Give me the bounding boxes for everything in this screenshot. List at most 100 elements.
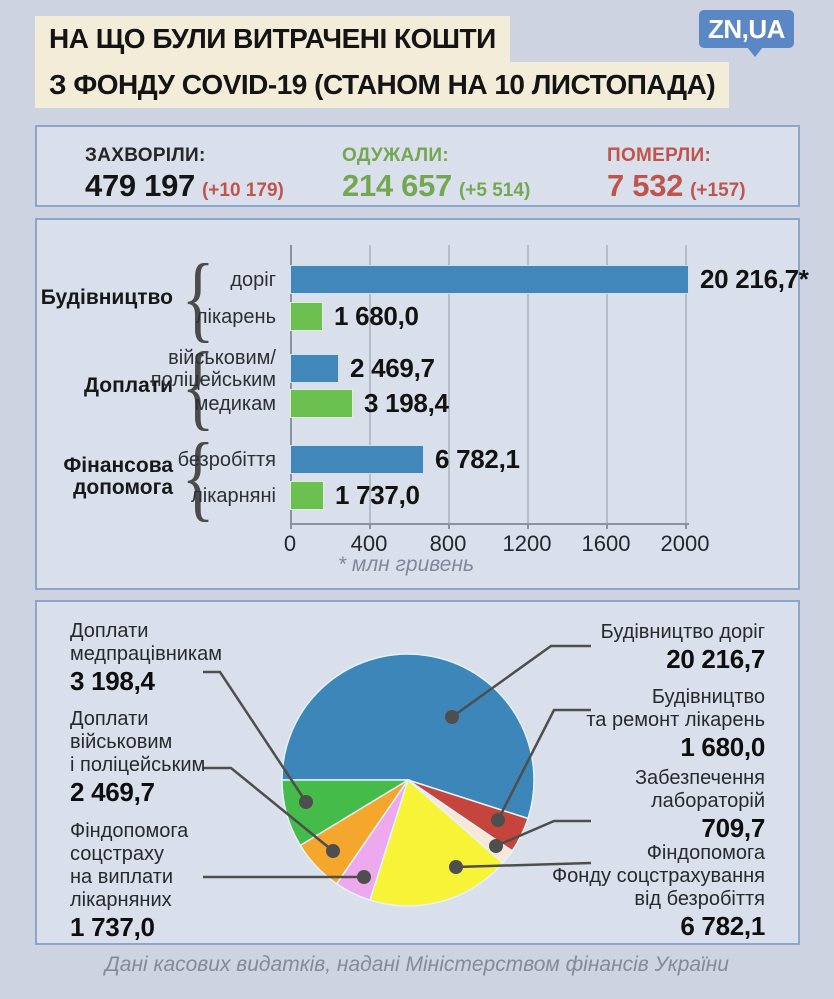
pie-callout-text-line: і поліцейським [70,754,206,776]
bar-value-label: 6 782,1 [435,444,520,474]
stat-block: ОДУЖАЛИ: 214 657 (+5 514) [342,145,530,205]
pie-callout-text-line: Будівництво доріг [600,621,765,643]
pie-callout: Забезпечення лабораторій 709,7 [635,767,765,843]
pie-callout-number: 20 216,7 [666,644,765,674]
bar-chart-unit-note: * млн гривень [337,553,475,576]
callout-dot [326,844,340,858]
axis-tick-mark [527,523,529,529]
pie-callout-number: 6 782,1 [680,911,765,941]
bar-item-label: доріг [230,269,276,291]
callout-dot [357,870,371,884]
pie-callout-number: 3 198,4 [70,666,155,696]
pie-callout-text-line: Будівництво [651,686,765,708]
stat-delta: (+5 514) [458,180,531,201]
pie-callout-text-line: Доплати [70,708,149,730]
page-title-line-1: НА ЩО БУЛИ ВИТРАЧЕНІ КОШТИ [35,16,510,62]
axis-tick-label: 0 [283,531,297,556]
stat-value-row: 7 532 (+157) [607,167,746,205]
stat-label: ОДУЖАЛИ: [342,145,449,166]
bar-value-label: 20 216,7* [700,264,809,294]
axis-tick-mark [290,523,292,529]
bar-item-label-line: медикам [194,392,276,415]
pie-callout-number: 1 680,0 [680,732,765,762]
bar-item-label: лікарень [196,306,276,328]
pie-callout: Будівництво доріг 20 216,7 [600,621,766,674]
pie-callout-text-line: від безробіття [634,888,765,910]
callout-leader-line [496,708,591,821]
callout-dot [449,860,463,874]
pie-callout: Фіндопомога соцстраху на виплати лікарняних… [70,820,188,942]
callout-dot [491,813,505,827]
bar-item-label-line: лікарень [195,305,276,328]
axis-tick-mark [369,523,371,529]
bar-group-label: Фінансова допомога [63,455,173,499]
pie-callout-text-line: військовим [70,731,173,753]
pie-slice [281,653,535,820]
bar [290,445,424,474]
bar-group-label-line: Фінансова [63,454,173,477]
bar-value-label: 1 737,0 [335,480,420,510]
pie-callout-text-line: медпрацівникам [70,643,222,665]
callout-dot [445,710,459,724]
stat-value-row: 214 657 (+5 514) [342,167,530,205]
bar-group-label: Будівництво [41,287,173,309]
pie-callout-text-line: Фіндопомога [646,842,765,864]
axis-tick-mark [448,523,450,529]
gridline [606,245,608,523]
pie-callout-text-line: Фонду соцстрахування [551,865,765,887]
bar-item-label-line: доріг [230,268,276,291]
covid-stats-panel: ЗАХВОРІЛИ: 479 197 (+10 179) ОДУЖАЛИ: 214 65… [35,125,800,207]
stat-value: 7 532 [607,168,684,203]
axis-tick-label: 400 [350,531,388,556]
bar [290,354,339,383]
pie-callout: Доплати медпрацівникам 3 198,4 [70,620,222,696]
bar-group-label-line: Будівництво [40,286,173,309]
bar-item-label: військовим/поліцейським [151,347,276,391]
pie-callout-text-line: соцстраху [70,843,164,865]
bar-value-label: 2 469,7 [350,353,435,383]
group-brace: { [181,332,215,439]
gridline [527,245,529,523]
x-axis-line [290,523,689,525]
axis-tick-mark [685,523,687,529]
axis-tick-label: 1600 [581,531,631,556]
bar [290,265,689,294]
bar [290,389,353,418]
callout-dot [299,795,313,809]
bar-item-label-line: поліцейським [150,368,276,391]
pie-callout-text-line: Фіндопомога [70,820,189,842]
bar-group-label: Доплати [84,375,173,397]
stat-block: ЗАХВОРІЛИ: 479 197 (+10 179) [85,145,284,205]
bar-item-label: безробіття [178,449,276,471]
axis-tick-label: 2000 [660,531,710,556]
pie-callout-text-line: на виплати [70,866,174,888]
axis-tick-label: 1200 [502,531,552,556]
stat-delta: (+10 179) [201,180,284,201]
gridline [448,245,450,523]
stat-value: 479 197 [85,168,195,203]
pie-callout-text-line: лікарняних [70,889,172,911]
pie-callout-text-line: лабораторій [651,790,765,812]
bar [290,302,323,331]
pie-callout-number: 2 469,7 [70,777,155,807]
zn-ua-logo[interactable]: ZN,UA [699,10,794,57]
bar [290,481,324,510]
page-title-line-2: З ФОНДУ COVID-19 (СТАНОМ НА 10 ЛИСТОПАДА… [35,62,730,108]
bar-item-label-line: лікарняні [191,484,276,507]
pie-callout: Доплати військовим і поліцейським 2 469,7 [70,708,205,807]
stat-delta: (+157) [690,180,746,201]
stat-label: ПОМЕРЛИ: [607,145,712,166]
gridline [369,245,371,523]
bar-group-label-line: Доплати [84,374,173,397]
pie-callout-text-line: та ремонт лікарень [586,709,765,731]
bar-value-label: 3 198,4 [364,388,449,418]
stat-label: ЗАХВОРІЛИ: [85,145,206,166]
bar-item-label-line: військовим/ [168,346,276,369]
pie-callout: Фіндопомога Фонду соцстрахування від безро… [552,842,765,941]
stat-block: ПОМЕРЛИ: 7 532 (+157) [607,145,746,205]
callout-leader-line [203,766,334,852]
pie-chart-panel: Доплати медпрацівникам 3 198,4 Доплати війсь… [35,600,800,945]
group-brace: { [181,244,215,351]
y-axis-line [290,245,292,523]
axis-tick-label: 800 [429,531,467,556]
